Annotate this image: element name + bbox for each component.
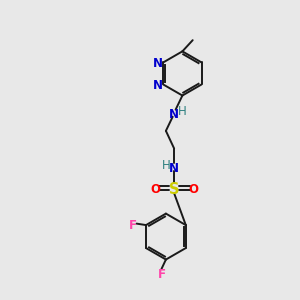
Text: N: N bbox=[153, 80, 163, 92]
Text: N: N bbox=[153, 57, 163, 70]
Text: F: F bbox=[158, 268, 166, 281]
Text: S: S bbox=[169, 182, 179, 197]
Text: O: O bbox=[150, 183, 160, 196]
Text: O: O bbox=[188, 183, 198, 196]
Text: H: H bbox=[161, 159, 170, 172]
Text: N: N bbox=[169, 108, 179, 121]
Text: H: H bbox=[178, 105, 187, 118]
Text: N: N bbox=[169, 162, 179, 175]
Text: F: F bbox=[129, 219, 137, 232]
